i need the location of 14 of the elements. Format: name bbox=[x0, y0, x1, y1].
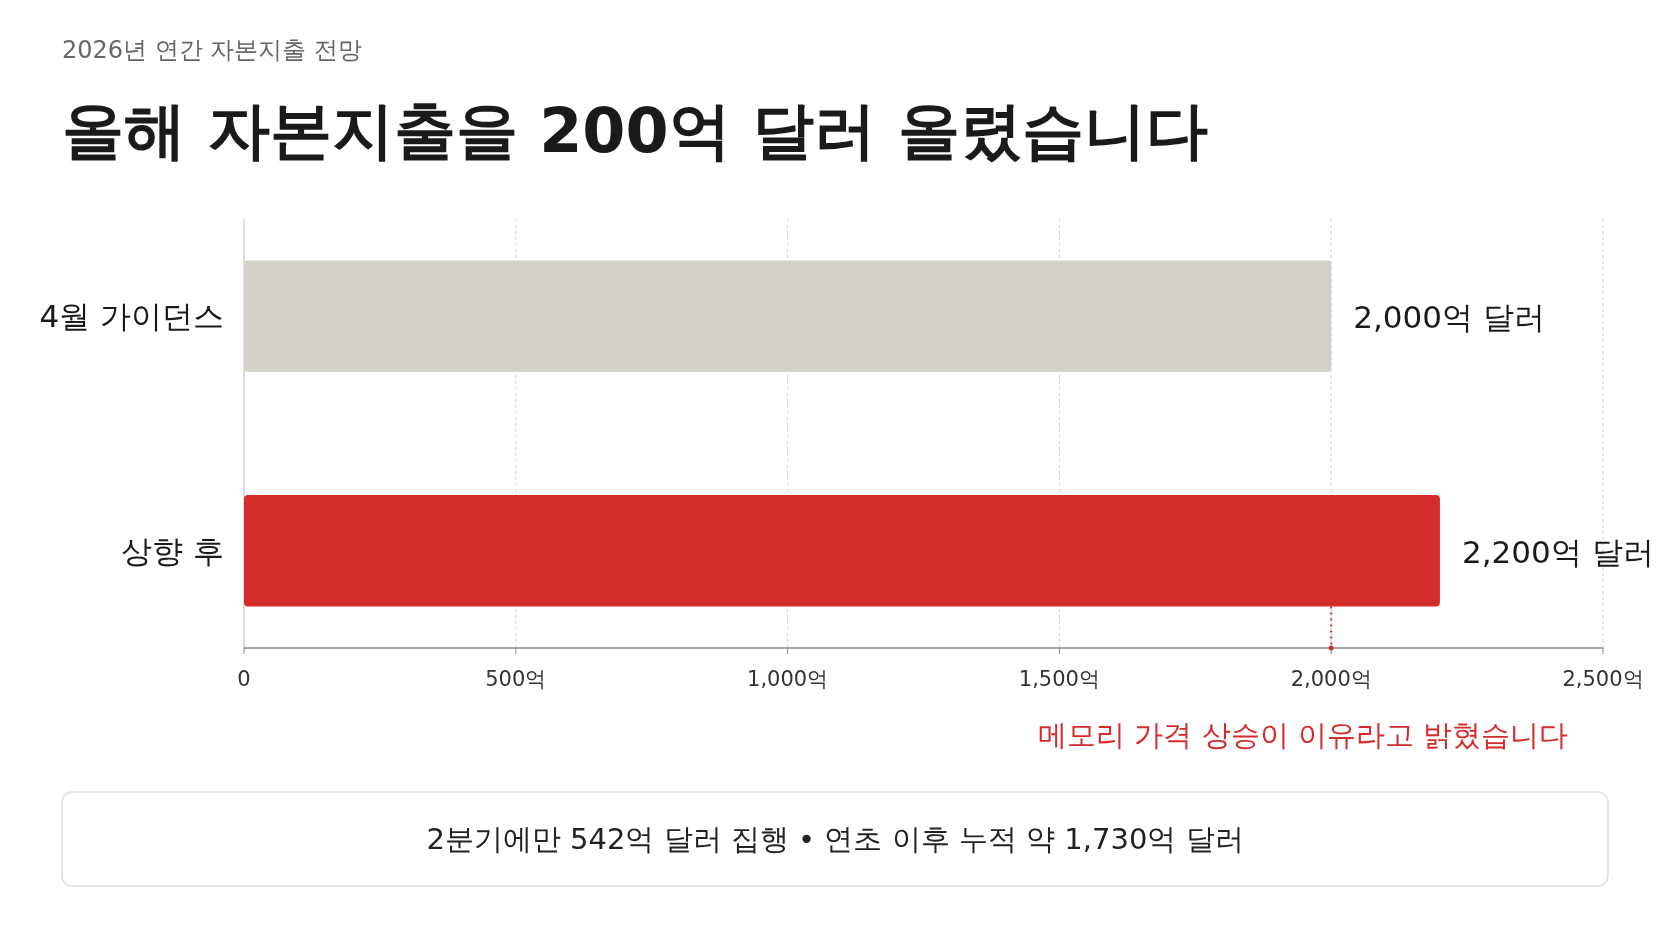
chart-subtitle: 2026년 연간 자본지출 전망 bbox=[62, 36, 362, 64]
y-tick-label: 상향 후 bbox=[121, 532, 224, 569]
ref-line-label: 메모리 가격 상승이 이유라고 밝혔습니다 bbox=[1038, 718, 1569, 752]
x-tick-label: 1,000억 bbox=[747, 667, 829, 691]
x-tick-label: 1,500억 bbox=[1018, 667, 1100, 691]
x-tick-label: 2,000억 bbox=[1290, 667, 1372, 691]
x-tick-label: 2,500억 bbox=[1562, 667, 1644, 691]
y-tick-label: 4월 가이던스 bbox=[39, 298, 224, 335]
text: 2분기에만 542억 달러 집행 • 연초 이후 누적 약 1,730억 달러 bbox=[426, 822, 1244, 856]
data-label: 2,000억 달러 bbox=[1353, 299, 1545, 336]
x-tick-label: 0 bbox=[237, 667, 251, 691]
x-tick-label: 500억 bbox=[485, 667, 547, 691]
chart-title: 올해 자본지출을 200억 달러 올렸습니다 bbox=[62, 94, 1208, 167]
data-label: 2,200억 달러 bbox=[1461, 533, 1654, 570]
